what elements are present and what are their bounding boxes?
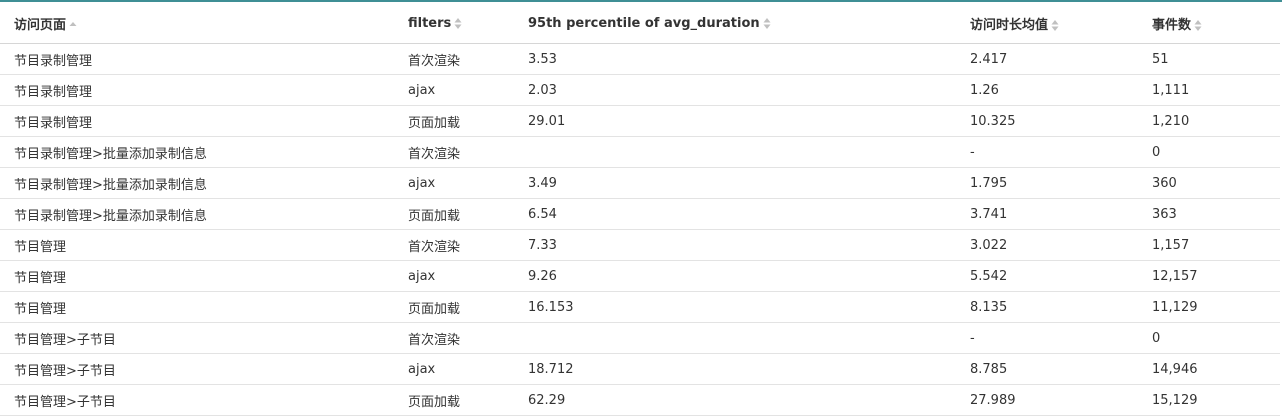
cell-avg: - — [956, 323, 1138, 354]
table-row: 节目录制管理 ajax 2.03 1.26 1,111 — [0, 75, 1280, 106]
column-header-page[interactable]: 访问页面 — [0, 4, 394, 44]
column-header-count[interactable]: 事件数 — [1138, 4, 1280, 44]
table-row: 节目录制管理 首次渲染 3.53 2.417 51 — [0, 44, 1280, 75]
table-row: 节目录制管理>批量添加录制信息 ajax 3.49 1.795 360 — [0, 168, 1280, 199]
sort-icon[interactable] — [1194, 19, 1202, 32]
cell-avg: 27.989 — [956, 385, 1138, 416]
column-header-avg[interactable]: 访问时长均值 — [956, 4, 1138, 44]
table-row: 节目录制管理>批量添加录制信息 首次渲染 - 0 — [0, 137, 1280, 168]
cell-filter: ajax — [394, 75, 514, 106]
cell-p95: 6.54 — [514, 199, 956, 230]
cell-count: 12,157 — [1138, 261, 1280, 292]
table-row: 节目管理 ajax 9.26 5.542 12,157 — [0, 261, 1280, 292]
cell-filter: ajax — [394, 354, 514, 385]
cell-p95: 29.01 — [514, 106, 956, 137]
cell-avg: 1.795 — [956, 168, 1138, 199]
cell-avg: 3.022 — [956, 230, 1138, 261]
cell-count: 0 — [1138, 323, 1280, 354]
cell-p95: 18.712 — [514, 354, 956, 385]
cell-avg: 10.325 — [956, 106, 1138, 137]
column-header-p95-label: 95th percentile of avg_duration — [528, 16, 760, 31]
top-accent-rule — [0, 0, 1282, 2]
cell-filter: ajax — [394, 168, 514, 199]
sort-ascending-icon[interactable] — [69, 19, 77, 32]
column-header-filters-label: filters — [408, 16, 451, 31]
cell-filter: 页面加载 — [394, 292, 514, 323]
cell-page: 节目录制管理>批量添加录制信息 — [0, 168, 394, 199]
cell-page: 节目录制管理 — [0, 44, 394, 75]
table-row: 节目录制管理>批量添加录制信息 页面加载 6.54 3.741 363 — [0, 199, 1280, 230]
cell-avg: 3.741 — [956, 199, 1138, 230]
cell-page: 节目管理>子节目 — [0, 354, 394, 385]
cell-filter: 首次渲染 — [394, 230, 514, 261]
cell-count: 363 — [1138, 199, 1280, 230]
column-header-page-label: 访问页面 — [14, 18, 66, 33]
cell-count: 0 — [1138, 137, 1280, 168]
cell-filter: 页面加载 — [394, 385, 514, 416]
cell-page: 节目管理 — [0, 261, 394, 292]
cell-avg: 8.135 — [956, 292, 1138, 323]
cell-page: 节目管理 — [0, 292, 394, 323]
cell-avg: 2.417 — [956, 44, 1138, 75]
cell-filter: ajax — [394, 261, 514, 292]
cell-filter: 首次渲染 — [394, 323, 514, 354]
cell-p95: 3.49 — [514, 168, 956, 199]
cell-avg: - — [956, 137, 1138, 168]
cell-count: 51 — [1138, 44, 1280, 75]
cell-filter: 首次渲染 — [394, 137, 514, 168]
table-row: 节目管理>子节目 ajax 18.712 8.785 14,946 — [0, 354, 1280, 385]
cell-count: 1,210 — [1138, 106, 1280, 137]
cell-p95 — [514, 137, 956, 168]
cell-p95: 62.29 — [514, 385, 956, 416]
sort-icon[interactable] — [763, 17, 771, 30]
table-header-row: 访问页面 filters 95th percentile of avg_dura… — [0, 4, 1280, 44]
cell-page: 节目管理>子节目 — [0, 323, 394, 354]
table-row: 节目管理 首次渲染 7.33 3.022 1,157 — [0, 230, 1280, 261]
cell-filter: 首次渲染 — [394, 44, 514, 75]
cell-filter: 页面加载 — [394, 199, 514, 230]
cell-p95: 9.26 — [514, 261, 956, 292]
cell-p95 — [514, 323, 956, 354]
cell-avg: 5.542 — [956, 261, 1138, 292]
cell-p95: 3.53 — [514, 44, 956, 75]
cell-count: 15,129 — [1138, 385, 1280, 416]
column-header-avg-label: 访问时长均值 — [970, 18, 1048, 33]
cell-filter: 页面加载 — [394, 106, 514, 137]
cell-count: 360 — [1138, 168, 1280, 199]
cell-count: 1,157 — [1138, 230, 1280, 261]
cell-page: 节目录制管理>批量添加录制信息 — [0, 137, 394, 168]
data-table: 访问页面 filters 95th percentile of avg_dura… — [0, 4, 1280, 416]
cell-p95: 7.33 — [514, 230, 956, 261]
cell-page: 节目管理>子节目 — [0, 385, 394, 416]
column-header-filters[interactable]: filters — [394, 4, 514, 44]
cell-page: 节目录制管理>批量添加录制信息 — [0, 199, 394, 230]
cell-page: 节目录制管理 — [0, 106, 394, 137]
cell-count: 1,111 — [1138, 75, 1280, 106]
table-row: 节目管理>子节目 页面加载 62.29 27.989 15,129 — [0, 385, 1280, 416]
cell-p95: 2.03 — [514, 75, 956, 106]
cell-count: 11,129 — [1138, 292, 1280, 323]
column-header-count-label: 事件数 — [1152, 18, 1191, 33]
table-row: 节目录制管理 页面加载 29.01 10.325 1,210 — [0, 106, 1280, 137]
cell-page: 节目管理 — [0, 230, 394, 261]
column-header-p95[interactable]: 95th percentile of avg_duration — [514, 4, 956, 44]
table-row: 节目管理 页面加载 16.153 8.135 11,129 — [0, 292, 1280, 323]
cell-p95: 16.153 — [514, 292, 956, 323]
cell-count: 14,946 — [1138, 354, 1280, 385]
cell-avg: 1.26 — [956, 75, 1138, 106]
sort-icon[interactable] — [1051, 19, 1059, 32]
sort-icon[interactable] — [454, 17, 462, 30]
table-row: 节目管理>子节目 首次渲染 - 0 — [0, 323, 1280, 354]
cell-page: 节目录制管理 — [0, 75, 394, 106]
cell-avg: 8.785 — [956, 354, 1138, 385]
